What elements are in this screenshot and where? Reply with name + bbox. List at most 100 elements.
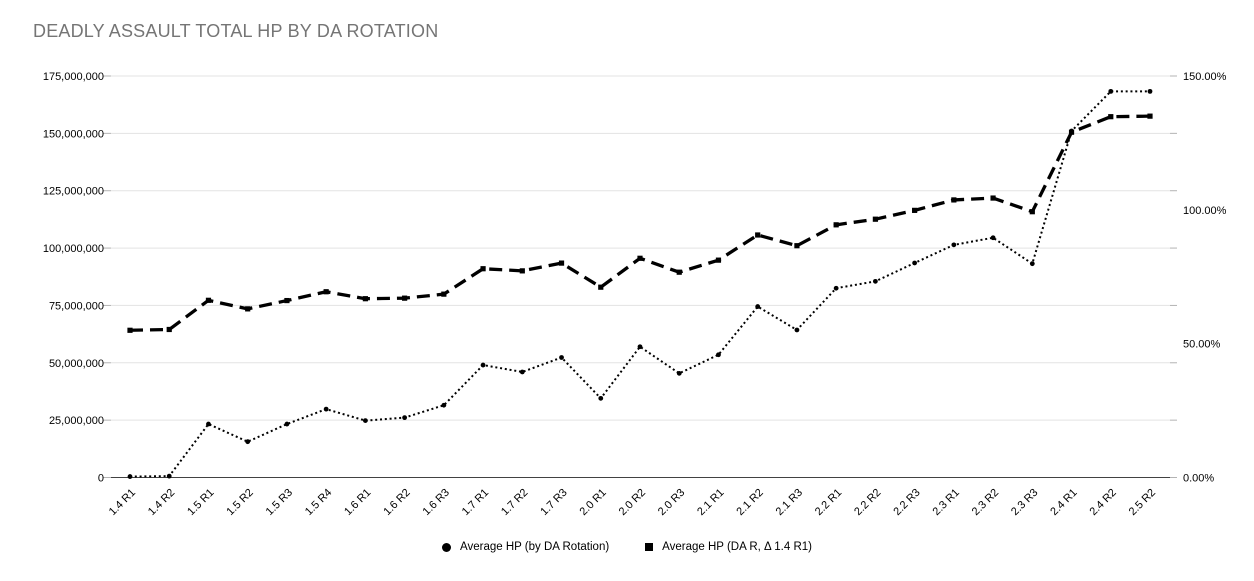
data-point-circle [716, 352, 721, 358]
square-marker-icon [645, 543, 654, 551]
data-point-circle [794, 327, 800, 333]
x-axis-label: 1.6 R3 [421, 487, 452, 518]
x-axis-label: 1.7 R2 [499, 487, 530, 518]
data-point-square [441, 291, 447, 297]
x-axis-label: 1.4 R1 [107, 487, 138, 518]
data-point-square [1029, 209, 1035, 215]
data-point-circle [284, 421, 290, 427]
legend-label: Average HP (DA R, Δ 1.4 R1) [662, 541, 812, 553]
x-axis-label: 1.5 R2 [224, 487, 255, 518]
data-point-square [872, 216, 878, 222]
x-axis-label: 2.1 R3 [774, 487, 805, 518]
y-axis-left-label: 75,000,000 [49, 300, 104, 312]
y-axis-right-label: 150.00% [1183, 71, 1227, 83]
data-point-square [127, 327, 133, 333]
data-point-circle [245, 439, 251, 445]
data-point-square [205, 297, 212, 303]
data-point-circle [1108, 88, 1114, 94]
data-point-circle [166, 473, 172, 479]
x-axis-label: 2.2 R1 [813, 487, 844, 518]
legend-item-average-hp: Average HP (by DA Rotation) [442, 541, 609, 553]
x-axis-label: 1.5 R3 [264, 487, 295, 518]
data-point-circle [637, 344, 643, 350]
data-point-square [284, 297, 290, 304]
y-axis-left-label: 50,000,000 [49, 358, 104, 370]
x-axis-label: 1.7 R1 [460, 487, 491, 518]
x-axis-label: 2.0 R2 [617, 487, 648, 518]
x-axis-label: 2.0 R1 [577, 487, 608, 518]
y-axis-left-label: 125,000,000 [43, 186, 104, 198]
data-point-square [245, 306, 251, 312]
legend-label: Average HP (by DA Rotation) [460, 541, 610, 553]
data-point-circle [323, 406, 329, 412]
data-point-square [637, 255, 643, 261]
x-axis-label: 2.1 R1 [695, 487, 726, 518]
data-point-square [833, 222, 839, 228]
x-axis-label: 1.4 R2 [146, 487, 177, 518]
x-axis-label: 2.3 R3 [1009, 487, 1040, 518]
data-point-circle [206, 421, 211, 427]
x-axis-label: 2.4 R1 [1048, 487, 1079, 518]
data-point-circle [1029, 261, 1035, 267]
data-point-circle [676, 370, 682, 376]
series-line-average-hp [129, 90, 1151, 478]
data-point-square [1147, 113, 1153, 119]
data-point-square [1068, 129, 1075, 135]
data-point-circle [519, 369, 525, 375]
x-axis-label: 1.6 R2 [381, 487, 412, 518]
data-point-square [519, 268, 525, 274]
data-point-square [912, 207, 918, 213]
data-point-circle [872, 278, 878, 284]
circle-marker-icon [442, 542, 452, 552]
data-point-circle [441, 402, 447, 408]
y-axis-left-label: 175,000,000 [43, 71, 104, 83]
legend-item-delta-hp: Average HP (DA R, Δ 1.4 R1) [645, 541, 812, 553]
data-point-square [1108, 114, 1114, 120]
data-point-circle [480, 362, 486, 368]
data-point-circle [951, 242, 957, 248]
x-axis-label: 1.5 R1 [185, 487, 216, 518]
data-point-square [990, 195, 996, 201]
series-line-delta-hp [129, 114, 1151, 332]
data-point-square [715, 257, 722, 263]
data-point-square [166, 326, 172, 333]
y-axis-right-label: 0.00% [1183, 473, 1214, 485]
data-point-square [402, 295, 408, 301]
y-axis-left-label: 100,000,000 [43, 243, 104, 255]
x-axis-label: 2.3 R2 [970, 487, 1001, 518]
data-point-circle [990, 235, 996, 241]
y-axis-left-label: 150,000,000 [43, 128, 104, 140]
data-point-square [362, 296, 368, 302]
data-point-circle [833, 285, 839, 291]
y-axis-left-label: 0 [98, 473, 104, 485]
x-axis-label: 1.6 R1 [342, 487, 373, 518]
x-axis-label: 2.1 R2 [734, 487, 765, 518]
x-axis-label: 2.4 R2 [1087, 487, 1118, 518]
legend: Average HP (by DA Rotation) Average HP (… [0, 541, 1254, 553]
data-point-square [598, 284, 604, 290]
x-axis-label: 1.5 R4 [303, 487, 334, 518]
data-point-circle [598, 395, 604, 401]
data-point-circle [912, 260, 918, 266]
page-title: DEADLY ASSAULT TOTAL HP BY DA ROTATION [33, 21, 439, 41]
data-point-square [755, 232, 761, 238]
y-axis-right-label: 100.00% [1183, 205, 1227, 217]
x-axis-label: 2.2 R3 [891, 487, 922, 518]
data-point-circle [559, 355, 564, 360]
data-point-square [951, 197, 957, 203]
data-point-circle [402, 415, 408, 421]
data-point-square [558, 260, 565, 266]
data-point-circle [127, 474, 133, 479]
y-axis-right-label: 50.00% [1183, 339, 1221, 351]
data-point-square [480, 266, 486, 272]
x-axis-label: 2.2 R2 [852, 487, 883, 518]
data-point-circle [1147, 88, 1153, 94]
x-axis-label: 2.5 R2 [1127, 487, 1158, 518]
data-point-circle [755, 304, 761, 309]
y-axis-left-label: 25,000,000 [49, 415, 104, 427]
data-point-circle [362, 418, 368, 424]
x-axis-label: 1.7 R3 [538, 487, 569, 518]
data-point-square [323, 289, 329, 295]
